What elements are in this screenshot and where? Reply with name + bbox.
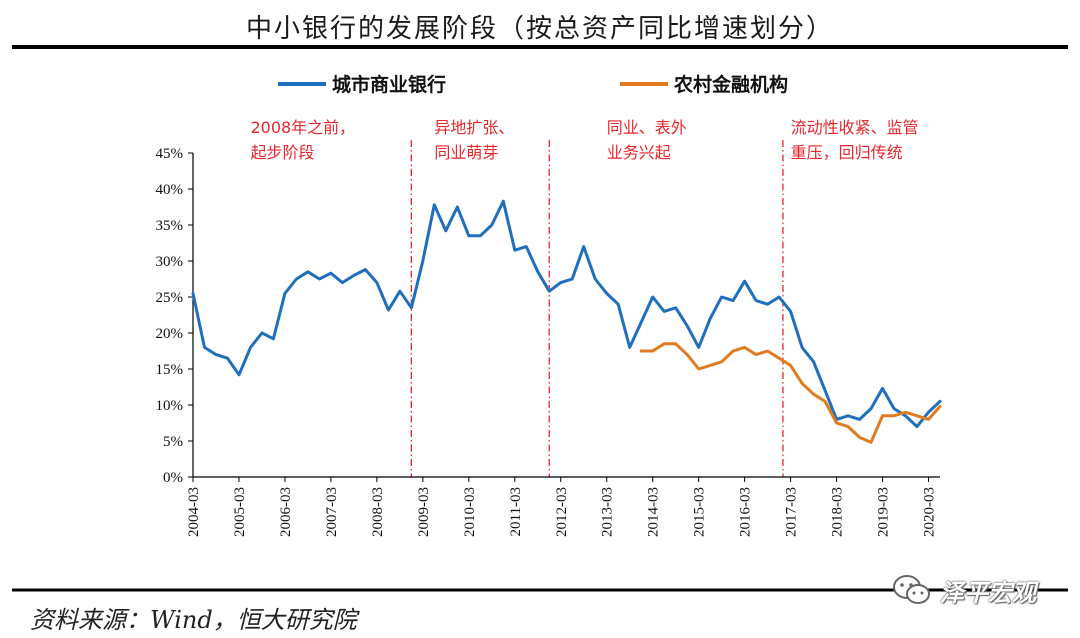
page-title: 中小银行的发展阶段（按总资产同比增速划分） bbox=[245, 14, 834, 44]
y-tick-label: 0% bbox=[163, 470, 183, 486]
phase-annotation: 同业萌芽 bbox=[434, 143, 498, 162]
x-tick-label: 2019-03 bbox=[876, 487, 892, 537]
x-tick-label: 2008-03 bbox=[370, 487, 386, 537]
phase-annotation: 起步阶段 bbox=[250, 143, 314, 162]
legend-label: 农村金融机构 bbox=[673, 73, 788, 96]
y-tick-label: 25% bbox=[156, 290, 184, 306]
y-tick-label: 5% bbox=[163, 434, 183, 450]
y-tick-label: 45% bbox=[156, 146, 184, 162]
x-axis: 2004-03 2005-03 2006-03 2007-03 2008-03 2009-… bbox=[186, 476, 940, 537]
y-tick-label: 40% bbox=[156, 182, 184, 198]
phase-annotation: 异地扩张、 bbox=[434, 118, 514, 137]
x-tick-label: 2018-03 bbox=[830, 487, 846, 537]
x-tick-label: 2014-03 bbox=[646, 487, 662, 537]
phase-annotation: 重压，回归传统 bbox=[791, 143, 903, 162]
phase-annotation: 2008年之前， bbox=[250, 118, 355, 137]
x-tick-label: 2010-03 bbox=[462, 487, 478, 537]
x-tick-label: 2015-03 bbox=[692, 487, 708, 537]
phase-dividers bbox=[410, 140, 784, 477]
wechat-icon bbox=[893, 575, 930, 604]
y-axis: 0% 5% 10% 15% 20% 25% 30% 35% 40% 45% bbox=[156, 146, 194, 486]
y-tick-label: 15% bbox=[156, 362, 184, 378]
x-tick-label: 2009-03 bbox=[416, 487, 432, 537]
y-tick-label: 20% bbox=[156, 326, 184, 342]
x-tick-label: 2017-03 bbox=[784, 487, 800, 537]
source-note: 资料来源：Wind，恒大研究院 bbox=[30, 606, 357, 634]
x-tick-label: 2011-03 bbox=[508, 487, 524, 536]
series-line-rural bbox=[639, 342, 942, 444]
x-tick-label: 2016-03 bbox=[738, 487, 754, 537]
x-tick-label: 2005-03 bbox=[232, 487, 248, 537]
x-tick-label: 2006-03 bbox=[278, 487, 294, 537]
series-lines bbox=[191, 199, 942, 444]
phase-annotation: 流动性收紧、监管 bbox=[791, 118, 919, 137]
x-tick-label: 2013-03 bbox=[600, 487, 616, 537]
x-tick-label: 2012-03 bbox=[554, 487, 570, 537]
x-tick-label: 2004-03 bbox=[186, 487, 202, 537]
watermark: 泽平宏观 bbox=[892, 572, 1036, 608]
y-tick-label: 10% bbox=[156, 398, 184, 414]
legend-label: 城市商业银行 bbox=[332, 73, 446, 96]
x-tick-label: 2020-03 bbox=[922, 487, 938, 537]
phase-annotation: 业务兴起 bbox=[607, 143, 671, 162]
x-tick-label: 2007-03 bbox=[324, 487, 340, 537]
y-tick-label: 35% bbox=[156, 218, 184, 234]
legend: 城市商业银行 农村金融机构 bbox=[278, 73, 788, 96]
phase-annotation: 同业、表外 bbox=[607, 118, 687, 137]
series-line-city-bank bbox=[191, 199, 942, 429]
y-tick-label: 30% bbox=[156, 254, 184, 270]
watermark-text: 泽平宏观 bbox=[940, 578, 1036, 607]
